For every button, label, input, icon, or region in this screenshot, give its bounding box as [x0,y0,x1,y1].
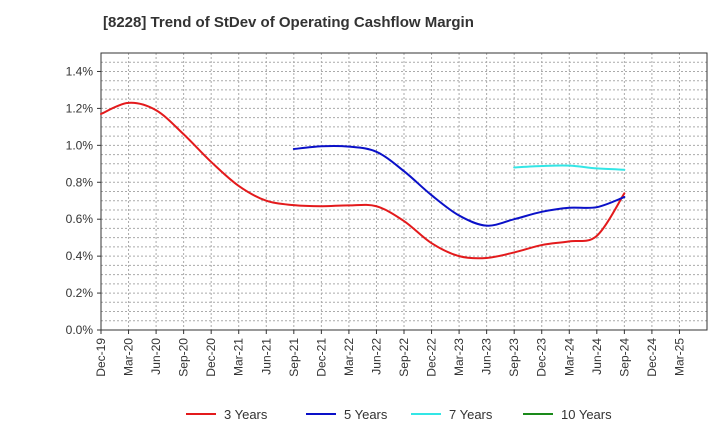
x-tick-label: Sep-23 [507,338,521,377]
x-tick-label: Mar-25 [672,338,686,376]
x-tick-label: Sep-21 [287,338,301,377]
y-tick-label: 0.0% [66,323,94,337]
x-tick-label: Mar-22 [342,338,356,376]
x-tick-label: Sep-22 [397,338,411,377]
legend-label-5-years: 5 Years [344,407,388,422]
x-tick-label: Dec-24 [645,338,659,377]
x-tick-label: Sep-24 [617,338,631,377]
x-tick-label: Mar-24 [562,338,576,376]
x-tick-label: Jun-22 [369,338,383,375]
legend-label-3-years: 3 Years [224,407,268,422]
x-tick-label: Mar-20 [122,338,136,376]
y-tick-label: 1.4% [66,64,94,78]
x-tick-label: Jun-24 [590,338,604,375]
x-tick-label: Mar-23 [452,338,466,376]
y-tick-label: 1.2% [66,101,94,115]
x-tick-label: Jun-20 [149,338,163,375]
x-tick-label: Dec-23 [535,338,549,377]
x-tick-label: Sep-20 [177,338,191,377]
legend: 3 Years 5 Years 7 Years 10 Years [186,407,612,422]
x-tick-label: Mar-21 [232,338,246,376]
y-tick-label: 0.4% [66,249,94,263]
series-line-5-years [292,144,626,227]
x-tick-label: Dec-21 [314,338,328,377]
y-tick-label: 0.6% [66,212,94,226]
series [100,101,626,260]
x-tick-label: Dec-19 [94,338,108,377]
y-tick-label: 0.8% [66,175,94,189]
chart-title: [8228] Trend of StDev of Operating Cashf… [103,14,474,31]
y-tick-label: 1.0% [66,138,94,152]
axes: 0.0% 0.2% 0.4% 0.6% 0.8% 1.0% 1.2% 1.4% Dec-19 Ma… [66,52,708,377]
x-tick-label: Jun-23 [480,338,494,375]
x-tick-label: Jun-21 [259,338,273,375]
legend-label-7-years: 7 Years [449,407,493,422]
y-tick-label: 0.2% [66,286,94,300]
x-tick-label: Dec-22 [425,338,439,377]
legend-label-10-years: 10 Years [561,407,612,422]
series-line-3-years [100,101,626,260]
x-tick-label: Dec-20 [204,338,218,377]
series-line-7-years [513,164,626,171]
